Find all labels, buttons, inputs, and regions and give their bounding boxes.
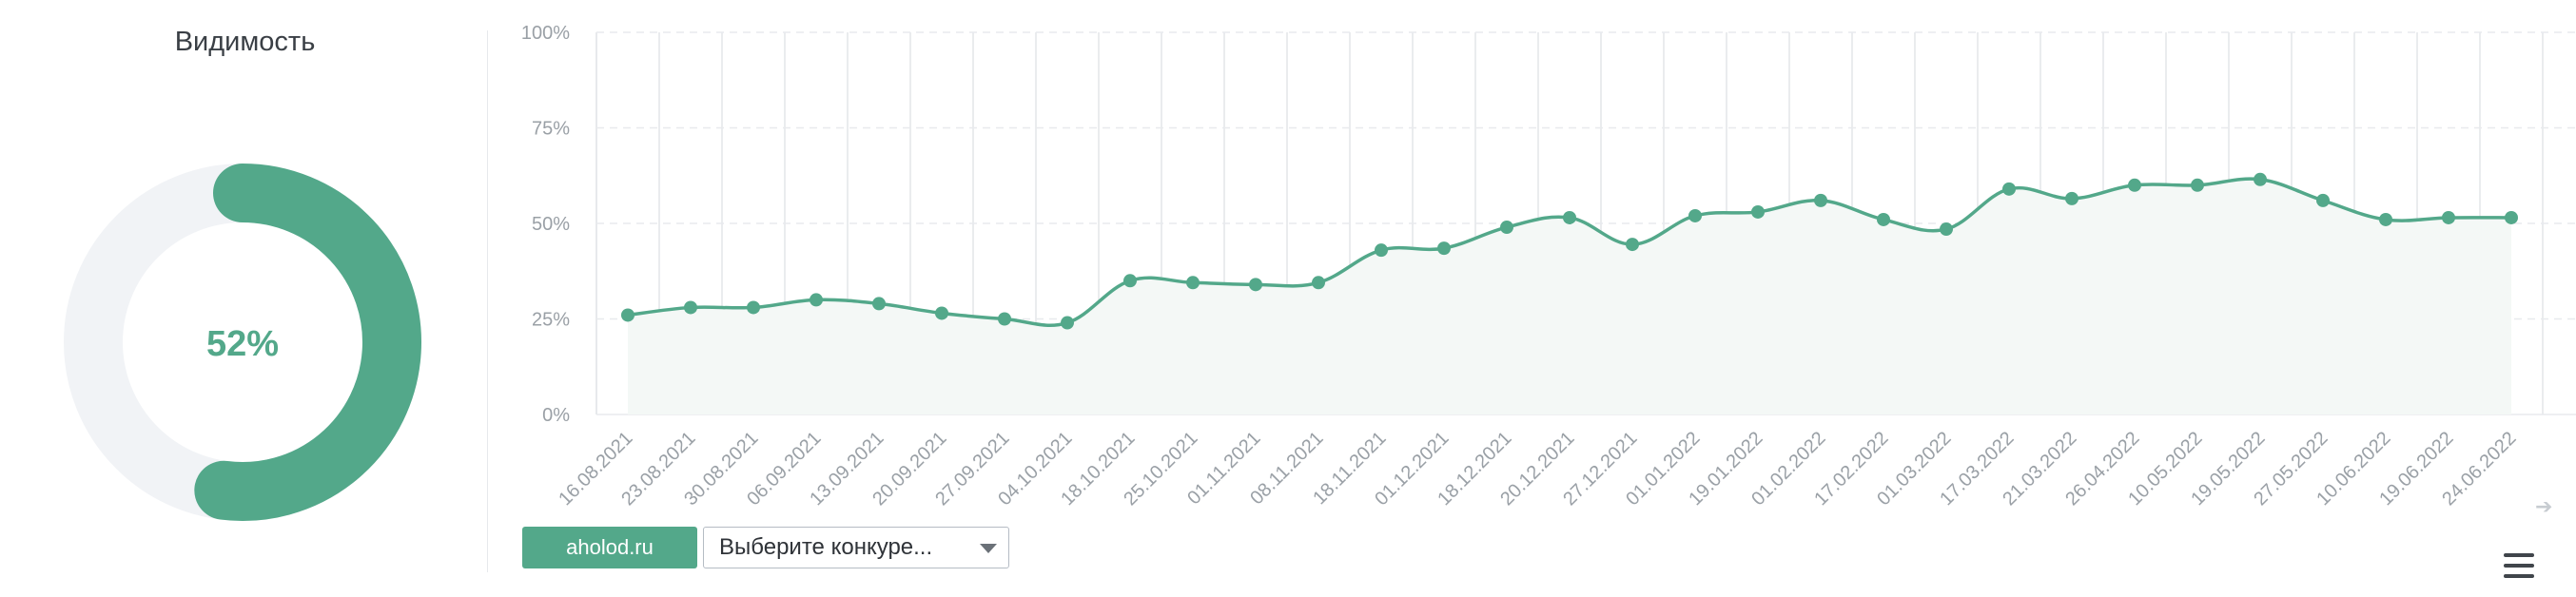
data-point [684,300,697,315]
data-point [1186,276,1200,290]
data-point [1249,278,1262,292]
data-point [2316,193,2330,207]
y-tick-label: 25% [532,310,570,331]
y-tick-label: 0% [542,405,570,426]
data-point [2505,210,2518,224]
data-point [1814,193,1827,207]
hamburger-menu-icon[interactable] [2504,553,2534,578]
data-point [621,308,634,322]
data-point [2128,178,2141,192]
y-tick-label: 100% [521,23,570,44]
y-tick-label: 50% [532,214,570,235]
competitor-select[interactable]: Выберите конкуре... [703,527,1009,568]
data-point [1626,238,1639,252]
visibility-panel: Видимость 52% [0,0,490,597]
data-point [747,300,760,315]
site-button[interactable]: aholod.ru [522,527,697,568]
competitor-select-label: Выберите конкуре... [719,534,933,560]
data-point [1375,243,1388,258]
data-point [1500,221,1513,235]
data-point [1940,222,1953,237]
data-point [2254,172,2267,186]
data-point [1751,204,1765,219]
data-point [1123,274,1137,288]
y-tick-label: 75% [532,119,570,140]
series-area [628,179,2511,414]
data-point [2191,178,2204,192]
data-point [1061,316,1074,330]
data-point [935,306,948,320]
data-point [2065,191,2078,205]
data-point [872,297,886,311]
donut-percent-label: 52% [206,324,279,364]
chevron-down-icon [980,544,997,553]
data-point [810,293,823,307]
data-point [1437,241,1451,256]
data-point [2442,210,2455,224]
data-point [2379,212,2392,226]
data-point [998,312,1011,326]
data-point [2002,182,2016,196]
data-point [1877,212,1890,226]
arrow-right-icon[interactable]: ➔ [2535,494,2553,518]
panel-divider [487,30,488,572]
visibility-history-chart: 0%25%50%75%100%16.08.202123.08.202130.08… [521,23,2576,510]
visibility-donut: 52% [64,164,421,521]
donut-value-arc [194,164,421,521]
data-point [1563,210,1576,224]
data-point [1688,208,1702,222]
visibility-title: Видимость [174,27,316,57]
data-point [1312,276,1325,290]
